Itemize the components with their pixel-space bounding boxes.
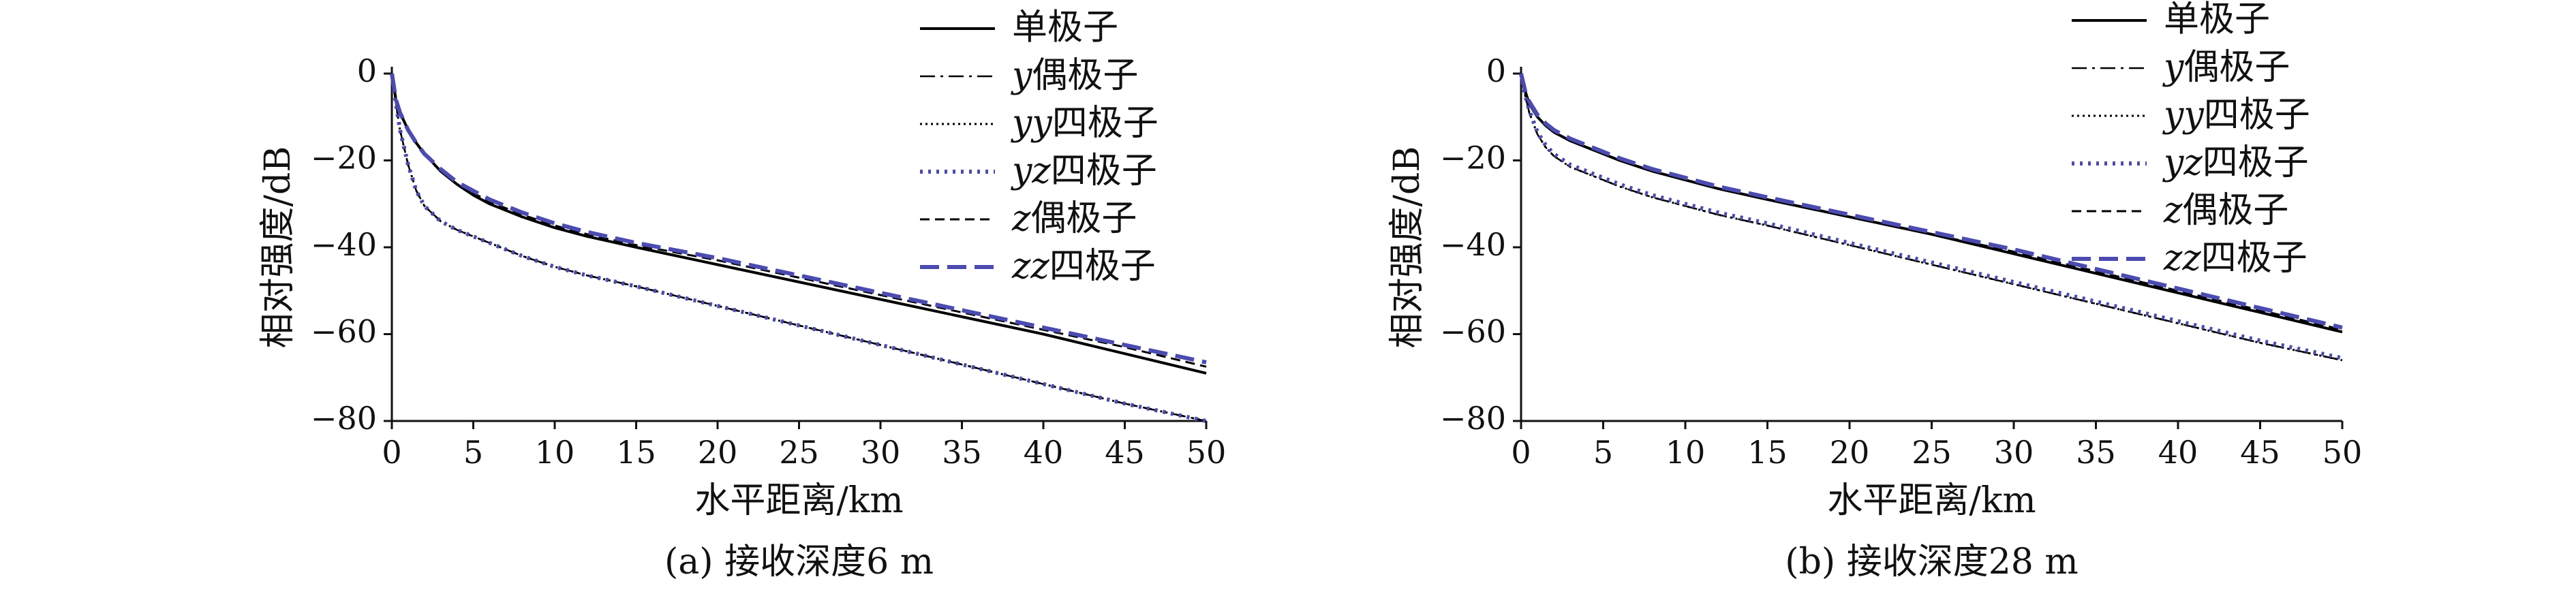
x-tick-label: 20: [1830, 434, 1870, 471]
legend-label-1: y偶极子: [1011, 55, 1138, 96]
chart-panel-a: 0 5 10 15 20 25 30 35 40 45 50 0 −20 −40 −60 −80 水平距离/km…: [258, 7, 1226, 583]
panel-caption: (b) 接收深度28 m: [1785, 542, 2078, 582]
chart-panel-b: 0 5 10 15 20 25 30 35 40 45 50 0 −20 −40 −60 −80 水平距离/km…: [1387, 0, 2362, 582]
legend-label-4: z偶极子: [2163, 190, 2288, 231]
y-tick-label: −60: [311, 313, 377, 350]
legend-label-0: 单极子: [1012, 7, 1118, 48]
legend-label-2: yy四极子: [2162, 95, 2310, 136]
x-tick-label: 10: [1666, 434, 1706, 471]
x-tick-label: 40: [2158, 434, 2198, 471]
series-group: [1519, 73, 2343, 362]
x-tick-label: 30: [1994, 434, 2034, 471]
x-tick-label: 0: [1511, 434, 1531, 471]
panel-caption: (a) 接收深度6 m: [664, 542, 934, 582]
y-tick-label: −80: [311, 400, 377, 437]
x-tick-label: 25: [779, 434, 819, 471]
series-line-5: [1519, 73, 2343, 330]
x-tick-label: 35: [942, 434, 982, 471]
y-axis-title: 相对强度/dB: [1387, 146, 1428, 348]
legend-label-3: yz四极子: [1011, 151, 1157, 191]
x-tick-label: 45: [2240, 434, 2280, 471]
x-tick-label: 30: [861, 434, 901, 471]
y-tick-label: −20: [311, 140, 377, 176]
x-tick-label: 20: [698, 434, 738, 471]
legend: 单极子 y偶极子 yy四极子 yz四极子 z偶极子 zz四极子: [920, 7, 1159, 287]
x-tick-label: 15: [616, 434, 656, 471]
series-line-5: [390, 73, 1207, 364]
x-tick-label: 40: [1024, 434, 1064, 471]
x-tick-label: 5: [1593, 434, 1613, 471]
x-axis-title: 水平距离/km: [694, 480, 903, 521]
legend-label-5: zz四极子: [2163, 238, 2307, 279]
x-tick-label: 15: [1747, 434, 1788, 471]
series-line-3: [1519, 73, 2343, 360]
y-tick-label: −60: [1440, 313, 1506, 350]
x-tick-label: 45: [1105, 434, 1145, 471]
series-group: [390, 73, 1207, 423]
series-line-2: [1520, 73, 2343, 362]
legend-label-2: yy四极子: [1011, 103, 1159, 144]
legend-label-3: yz四极子: [2162, 142, 2309, 183]
y-tick-label: 0: [357, 52, 377, 89]
y-tick-label: −40: [1440, 226, 1506, 263]
y-tick-label: −20: [1440, 140, 1506, 176]
x-tick-label: 10: [535, 434, 575, 471]
x-tick-label: 35: [2076, 434, 2116, 471]
x-tick-label: 50: [1186, 434, 1227, 471]
legend-label-0: 单极子: [2164, 0, 2270, 40]
x-axis-title: 水平距离/km: [1827, 480, 2036, 521]
legend-label-1: y偶极子: [2162, 47, 2290, 88]
legend-label-4: z偶极子: [1011, 198, 1137, 239]
x-tick-label: 5: [463, 434, 483, 471]
y-tick-label: 0: [1486, 52, 1506, 89]
legend-label-5: zz四极子: [1011, 246, 1156, 287]
x-tick-label: 0: [382, 434, 401, 471]
y-tick-label: −80: [1440, 400, 1506, 437]
x-tick-label: 50: [2322, 434, 2363, 471]
legend: 单极子 y偶极子 yy四极子 yz四极子 z偶极子 zz四极子: [2072, 0, 2310, 279]
y-tick-label: −40: [311, 226, 377, 263]
series-line-4: [1520, 73, 2343, 331]
x-tick-label: 25: [1912, 434, 1952, 471]
y-axis-title: 相对强度/dB: [258, 146, 298, 348]
